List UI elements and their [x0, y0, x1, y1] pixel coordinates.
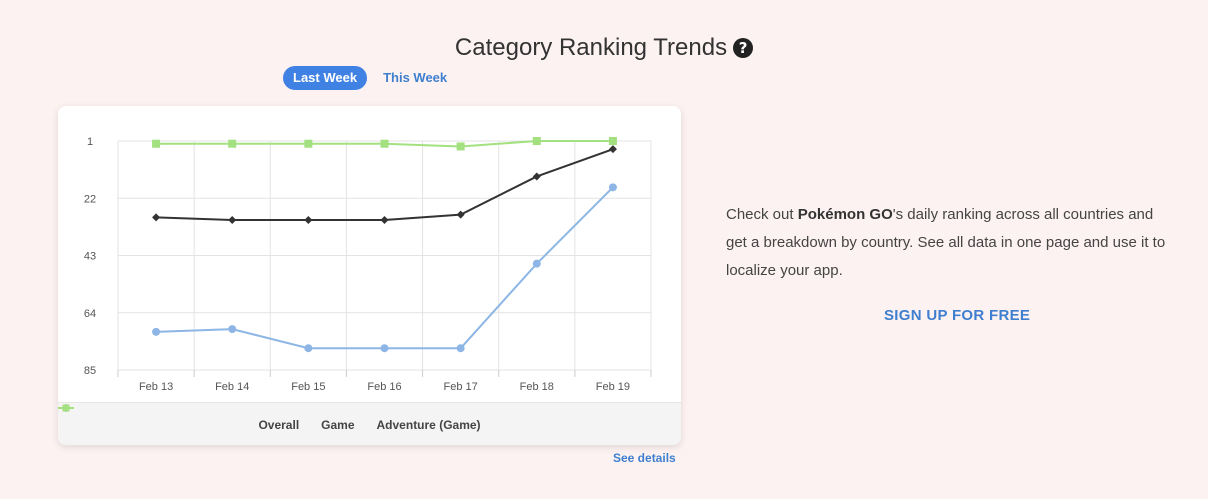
data-point — [152, 213, 161, 222]
x-tick-label: Feb 14 — [215, 381, 249, 393]
promo-text-before: Check out — [726, 206, 798, 223]
x-tick-label: Feb 17 — [444, 381, 478, 393]
x-tick-label: Feb 18 — [520, 381, 554, 393]
legend-item-adventure[interactable]: Adventure (Game) — [58, 404, 481, 432]
y-tick-label: 43 — [84, 251, 96, 263]
legend-marker-adventure — [58, 404, 74, 412]
x-tick-label: Feb 19 — [596, 381, 630, 393]
data-point — [304, 139, 313, 148]
data-point — [380, 216, 389, 225]
promo-text: Check out Pokémon GO's daily ranking acr… — [726, 201, 1176, 285]
y-tick-label: 85 — [84, 365, 96, 377]
x-tick-label: Feb 13 — [139, 381, 173, 393]
legend-item-game[interactable]: Game — [58, 404, 355, 432]
data-point — [380, 344, 389, 353]
period-tabs: Last Week This Week — [283, 66, 457, 90]
data-point — [608, 145, 617, 154]
legend-label-overall: Overall — [258, 417, 300, 432]
legend-label-game: Game — [321, 417, 355, 432]
promo-text-after: 's daily ranking across all countries an… — [726, 206, 1166, 279]
data-point — [228, 325, 237, 334]
data-point — [456, 344, 465, 353]
data-point — [608, 183, 617, 192]
series-line-0 — [156, 186, 614, 350]
legend-label-adventure: Adventure (Game) — [376, 417, 481, 432]
see-details-link[interactable]: See details — [613, 451, 676, 465]
data-point — [304, 216, 313, 225]
series-line-1 — [156, 148, 614, 222]
data-point — [532, 172, 541, 181]
data-point — [152, 327, 161, 336]
promo-app-name: Pokémon GO — [797, 206, 893, 223]
signup-button[interactable]: SIGN UP FOR FREE — [884, 307, 1031, 324]
data-point — [380, 139, 389, 148]
y-tick-label: 64 — [84, 308, 96, 320]
data-point — [304, 344, 313, 353]
y-tick-label: 22 — [84, 193, 96, 205]
data-point — [608, 137, 617, 145]
chart-legend: Overall Game Adventure (Game) — [58, 402, 681, 445]
legend-item-overall[interactable]: Overall — [58, 404, 300, 432]
data-point — [456, 142, 465, 151]
x-tick-label: Feb 15 — [291, 381, 325, 393]
section-title: Category Ranking Trends? — [0, 34, 1208, 62]
y-tick-label: 1 — [87, 136, 93, 148]
data-point — [228, 216, 237, 225]
data-point — [228, 139, 237, 148]
data-point — [456, 210, 465, 219]
chart-card: 1 22 43 64 85 Feb 13 Feb 14 Feb 15 Feb 16 Feb 17 F… — [58, 106, 681, 445]
x-tick-label: Feb 16 — [367, 381, 401, 393]
data-point — [532, 259, 541, 268]
ranking-chart: 1 22 43 64 85 Feb 13 Feb 14 Feb 15 Feb 16 Feb 17 F… — [84, 136, 652, 393]
page-title: Category Ranking Trends — [454, 34, 728, 61]
tab-this-week[interactable]: This Week — [383, 70, 448, 85]
data-point — [532, 137, 541, 145]
tab-last-week[interactable]: Last Week — [283, 66, 368, 90]
question-circle-icon[interactable]: ? — [733, 38, 754, 58]
data-point — [152, 139, 161, 148]
